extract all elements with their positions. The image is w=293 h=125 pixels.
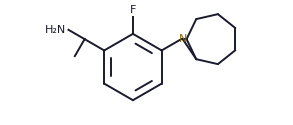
Text: N: N: [178, 34, 187, 44]
Text: H₂N: H₂N: [45, 25, 66, 35]
Text: F: F: [130, 5, 136, 15]
